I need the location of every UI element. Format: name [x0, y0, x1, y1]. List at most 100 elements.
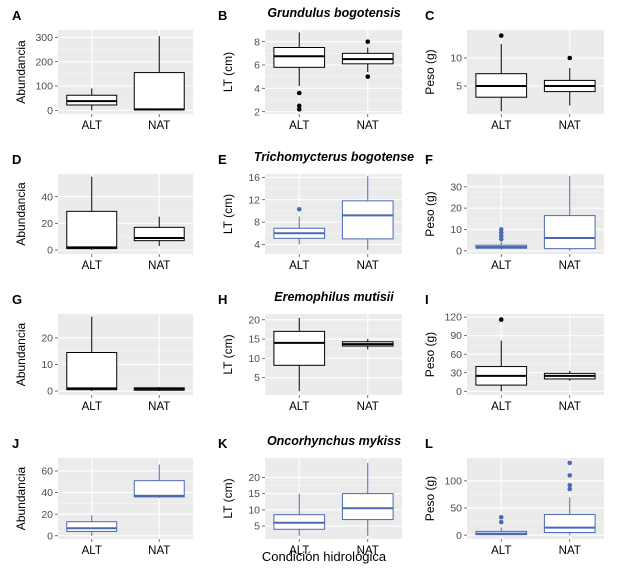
- y-tick-label: 8: [254, 36, 260, 48]
- y-tick-label: 90: [450, 330, 462, 342]
- x-category-label: ALT: [82, 120, 102, 132]
- y-tick-label: 200: [35, 56, 53, 68]
- y-tick-label: 20: [41, 218, 53, 230]
- box-nat: [543, 460, 596, 536]
- x-category-label: ALT: [491, 260, 511, 272]
- outlier-point: [498, 230, 504, 235]
- panel-letter: D: [12, 152, 21, 167]
- outlier-point: [498, 33, 504, 38]
- y-tick-label: 0: [456, 245, 462, 257]
- y-tick-label: 5: [254, 372, 260, 384]
- iqr-box: [133, 480, 185, 498]
- panel-k: 5 10 15 20 ALT NAT LT (cm) K: [218, 436, 402, 557]
- iqr-box: [543, 215, 596, 250]
- y-tick-label: 0: [47, 386, 53, 398]
- x-category-label: ALT: [82, 260, 102, 272]
- iqr-box: [273, 47, 326, 68]
- y-tick-label: 10: [41, 359, 53, 371]
- y-axis-label: Peso (g): [423, 49, 437, 94]
- species-title: Oncorhynchus mykiss: [267, 434, 401, 448]
- x-category-label: NAT: [559, 260, 581, 272]
- box-alt: [66, 176, 118, 250]
- outlier-point: [567, 55, 573, 61]
- species-title: Grundulus bogotensis: [267, 6, 400, 20]
- x-category-label: NAT: [357, 260, 379, 272]
- species-title: Trichomycterus bogotense: [254, 150, 414, 164]
- y-axis-label: LT (cm): [221, 194, 235, 234]
- box-nat: [543, 370, 596, 381]
- panel-letter: E: [218, 152, 227, 167]
- x-category-label: ALT: [491, 545, 511, 557]
- y-tick-label: 5: [456, 81, 462, 93]
- y-tick-label: 60: [41, 466, 53, 478]
- y-axis-label: Abundancia: [14, 182, 28, 246]
- y-tick-label: 10: [450, 224, 462, 236]
- box-alt: [475, 514, 528, 536]
- y-axis-label: Abundancia: [14, 40, 28, 104]
- x-axis-title: Condición hidrológica: [262, 549, 387, 564]
- outlier-point: [498, 317, 504, 322]
- y-tick-label: 20: [248, 314, 260, 326]
- x-category-label: NAT: [357, 545, 379, 557]
- y-tick-label: 4: [254, 83, 260, 95]
- box-alt: [273, 493, 326, 536]
- box-nat: [133, 216, 185, 246]
- box-nat: [341, 339, 394, 350]
- outlier-point: [567, 486, 573, 492]
- panel-j: 0 20 40 60 ALT NAT Abundancia J: [12, 436, 193, 557]
- panel-b-background: [265, 30, 402, 114]
- panel-letter: F: [425, 152, 433, 167]
- x-category-label: NAT: [148, 401, 170, 413]
- outlier-point: [498, 514, 504, 520]
- panel-letter: C: [425, 8, 435, 23]
- panel-h: 5 10 15 20 ALT NAT LT (cm) H: [218, 292, 402, 413]
- iqr-box: [273, 330, 326, 366]
- panel-b: 2 4 6 8 ALT NAT LT (cm) B: [218, 8, 402, 132]
- box-alt: [475, 317, 528, 392]
- y-tick-label: 10: [450, 53, 462, 65]
- x-category-label: NAT: [559, 401, 581, 413]
- panel-c: 5 10 ALT NAT Peso (g) C: [423, 8, 604, 132]
- y-tick-label: 2: [254, 106, 260, 118]
- y-tick-label: 40: [41, 487, 53, 499]
- x-category-label: NAT: [559, 545, 581, 557]
- box-alt: [475, 33, 528, 112]
- y-axis-label: Peso (g): [423, 191, 437, 236]
- y-tick-label: 8: [254, 217, 260, 229]
- iqr-box: [133, 72, 185, 111]
- x-category-label: NAT: [148, 120, 170, 132]
- y-tick-label: 15: [248, 334, 260, 346]
- iqr-box: [66, 352, 118, 391]
- outlier-point: [498, 227, 504, 232]
- iqr-box: [341, 200, 394, 240]
- x-category-label: ALT: [491, 401, 511, 413]
- box-alt: [66, 316, 118, 392]
- x-category-label: NAT: [357, 401, 379, 413]
- y-axis-label: Peso (g): [423, 476, 437, 521]
- panel-letter: L: [425, 436, 433, 451]
- x-category-label: ALT: [491, 120, 511, 132]
- y-tick-label: 30: [450, 367, 462, 379]
- y-tick-label: 30: [450, 181, 462, 193]
- box-alt: [66, 515, 118, 536]
- y-tick-label: 0: [47, 245, 53, 257]
- y-tick-label: 0: [456, 386, 462, 398]
- y-tick-label: 300: [35, 32, 53, 44]
- box-alt: [475, 227, 528, 250]
- panel-letter: K: [218, 436, 228, 451]
- iqr-box: [543, 514, 596, 533]
- y-tick-label: 20: [41, 509, 53, 521]
- y-tick-label: 120: [444, 312, 462, 324]
- outlier-point: [567, 482, 573, 488]
- box-alt: [66, 88, 118, 111]
- panel-letter: I: [425, 292, 429, 307]
- x-category-label: ALT: [289, 401, 309, 413]
- iqr-box: [341, 493, 394, 521]
- y-tick-label: 10: [248, 353, 260, 365]
- x-category-label: NAT: [357, 120, 379, 132]
- panel-g: 0 10 20 ALT NAT Abundancia G: [12, 292, 193, 413]
- y-tick-label: 60: [450, 349, 462, 361]
- y-tick-label: 20: [450, 203, 462, 215]
- outlier-point: [296, 206, 302, 212]
